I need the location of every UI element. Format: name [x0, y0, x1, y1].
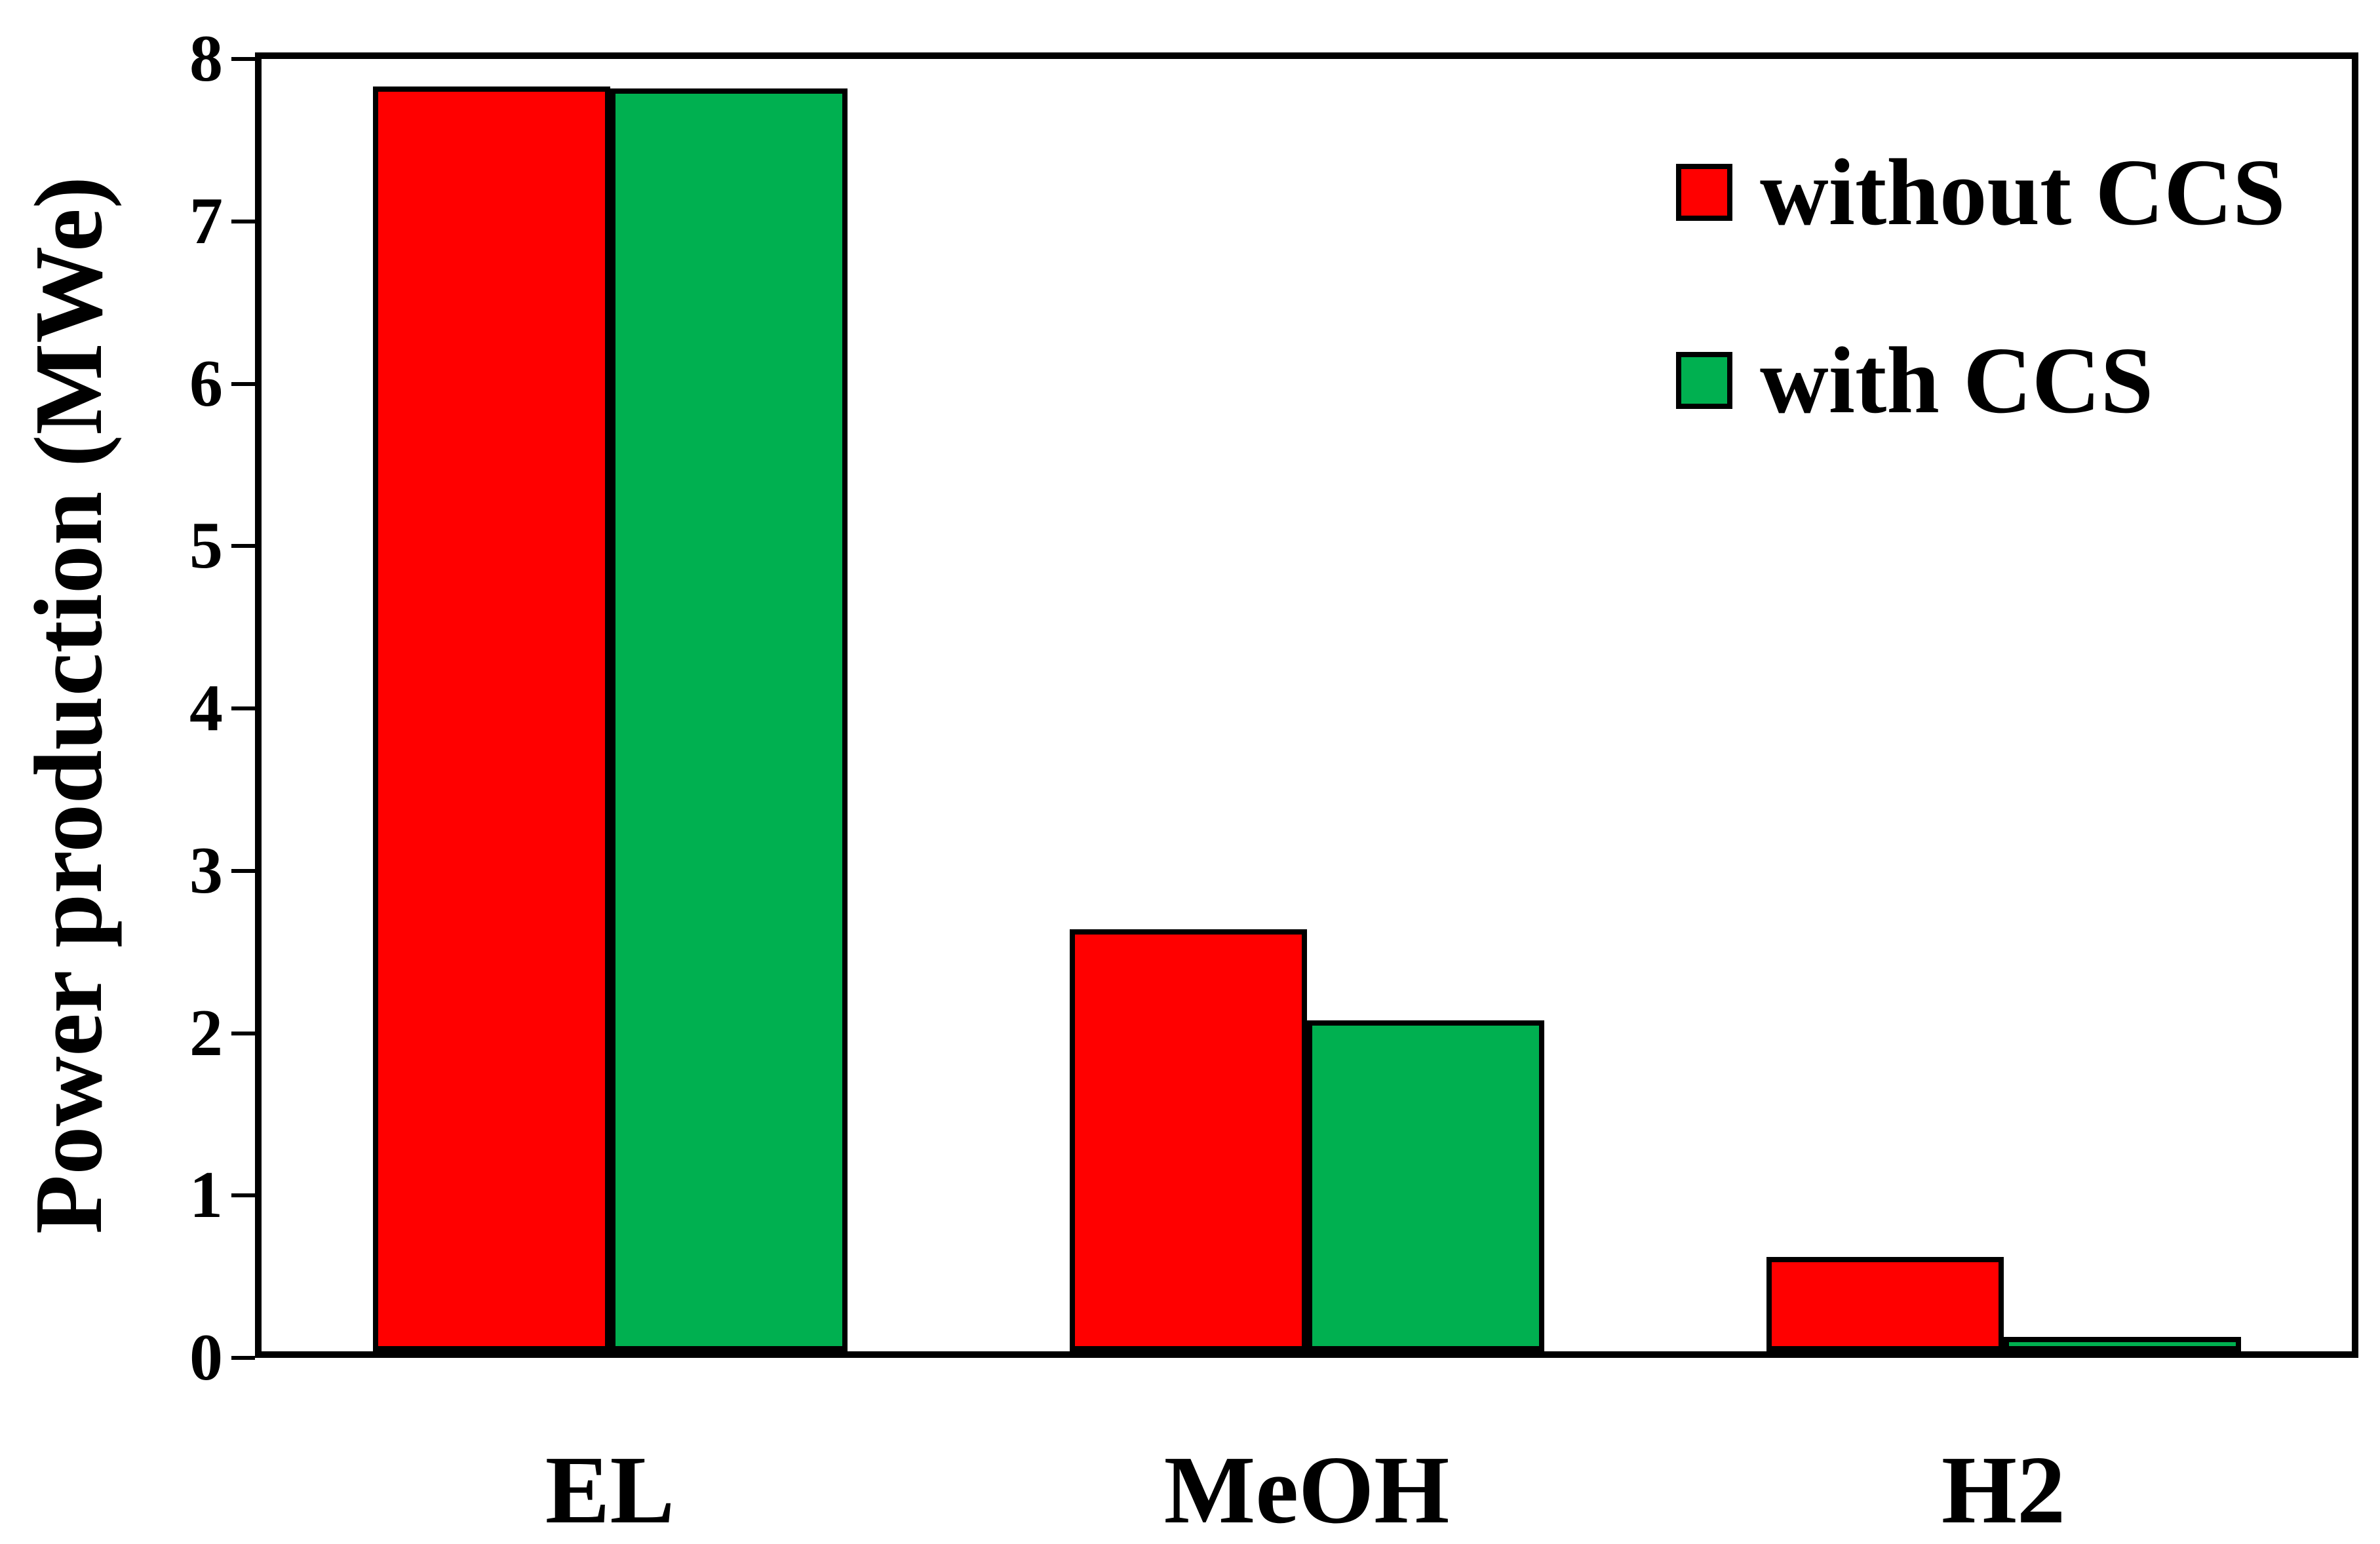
x-category-label-meoh: MeOH: [1163, 1437, 1450, 1544]
bar-meoh-without-ccs: [1069, 929, 1307, 1351]
bar-h2-without-ccs: [1766, 1257, 2004, 1351]
y-tick-label: 1: [189, 1158, 223, 1233]
y-tick: [231, 1193, 255, 1198]
plot-area: [231, 52, 2358, 1360]
legend-swatch-with-ccs: [1676, 352, 1732, 409]
legend-label-with-ccs: with CCS: [1760, 328, 2154, 433]
bar-meoh-with-ccs: [1306, 1020, 1544, 1351]
y-tick-label: 3: [189, 833, 223, 908]
y-tick-label: 0: [189, 1321, 223, 1395]
y-tick: [231, 706, 255, 710]
legend-label-without-ccs: without CCS: [1760, 140, 2286, 245]
y-tick: [231, 1356, 255, 1360]
bar-h2-with-ccs: [2003, 1337, 2241, 1351]
y-tick-label: 4: [189, 671, 223, 745]
y-tick-label: 7: [189, 183, 223, 258]
y-tick-label: 6: [189, 346, 223, 421]
x-category-label-h2: H2: [1941, 1437, 2066, 1544]
y-tick: [231, 219, 255, 223]
legend-swatch-without-ccs: [1676, 164, 1732, 221]
y-tick: [231, 1031, 255, 1035]
x-category-label-el: EL: [545, 1437, 675, 1544]
bar-el-without-ccs: [372, 87, 610, 1351]
y-tick: [231, 57, 255, 61]
y-tick-label: 5: [189, 509, 223, 583]
y-tick: [231, 381, 255, 386]
y-tick-label: 2: [189, 995, 223, 1070]
bar-el-with-ccs: [610, 88, 848, 1351]
y-tick-label: 8: [189, 22, 223, 96]
y-tick: [231, 868, 255, 873]
y-tick: [231, 544, 255, 549]
